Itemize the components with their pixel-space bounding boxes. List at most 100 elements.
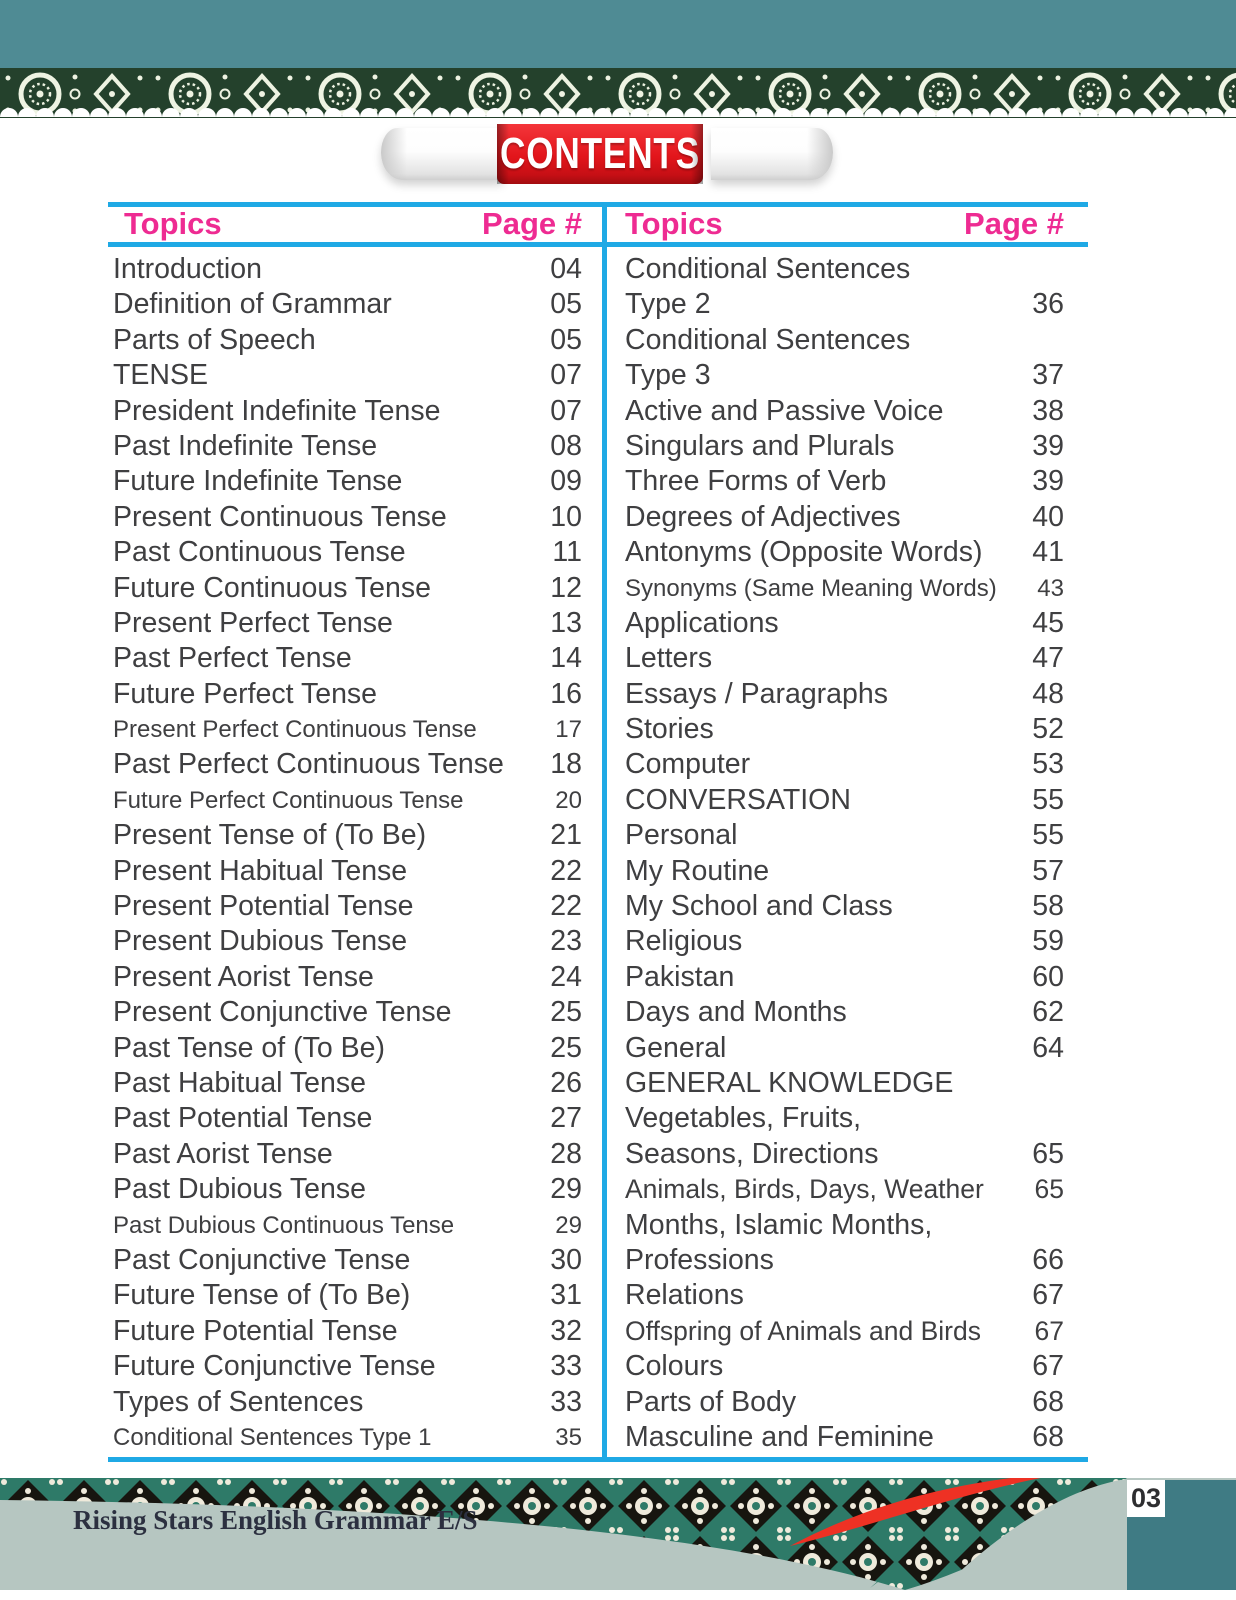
toc-topic: Introduction xyxy=(113,253,262,285)
toc-row: Past Perfect Continuous Tense 18 xyxy=(113,747,582,782)
toc-row: Antonyms (Opposite Words) 41 xyxy=(625,535,1064,570)
toc-topic: Stories xyxy=(625,713,714,746)
toc-page-number: 16 xyxy=(550,677,582,710)
toc-topic: Types of Sentences xyxy=(113,1385,364,1418)
toc-page-number: 33 xyxy=(550,1385,582,1418)
toc-topic: Pakistan xyxy=(625,960,735,993)
toc-row: Future Perfect Tense 16 xyxy=(113,677,582,712)
toc-topic: Present Perfect Tense xyxy=(113,606,393,639)
toc-page-number: 04 xyxy=(550,253,582,285)
toc-page-number: 55 xyxy=(1032,783,1064,816)
toc-row: Relations 67 xyxy=(625,1278,1064,1313)
toc-row: My Routine 57 xyxy=(625,854,1064,889)
toc-row: Applications 45 xyxy=(625,606,1064,641)
toc-row: Professions 66 xyxy=(625,1243,1064,1278)
toc-topic: Animals, Birds, Days, Weather xyxy=(625,1174,984,1205)
toc-row: Degrees of Adjectives 40 xyxy=(625,500,1064,535)
toc-page-number: 29 xyxy=(550,1173,582,1206)
red-swoosh xyxy=(790,1478,1041,1546)
toc-page-number: 62 xyxy=(1032,996,1064,1029)
table-top-rule xyxy=(108,202,1088,207)
toc-topic: Offspring of Animals and Birds xyxy=(625,1315,981,1346)
toc-topic: Conditional Sentences xyxy=(625,253,911,285)
toc-topic: Active and Passive Voice xyxy=(625,394,944,427)
toc-page-number: 47 xyxy=(1032,642,1064,675)
toc-topic: Present Perfect Continuous Tense xyxy=(113,716,477,744)
toc-topic: Present Continuous Tense xyxy=(113,500,447,533)
toc-topic: Present Aorist Tense xyxy=(113,960,374,993)
toc-row: Past Tense of (To Be) 25 xyxy=(113,1031,582,1066)
toc-row: Masculine and Feminine 68 xyxy=(625,1420,1064,1455)
toc-topic: Future Perfect Tense xyxy=(113,677,378,710)
toc-page-number: 45 xyxy=(1032,606,1064,639)
toc-topic: Present Habitual Tense xyxy=(113,854,408,887)
topics-header: Topics xyxy=(124,206,222,241)
toc-topic: Future Indefinite Tense xyxy=(113,465,403,498)
toc-page-number: 17 xyxy=(555,716,582,744)
toc-page-number: 60 xyxy=(1032,960,1064,993)
toc-topic: Applications xyxy=(625,606,779,639)
toc-topic: Essays / Paragraphs xyxy=(625,677,888,710)
toc-page-number: 65 xyxy=(1032,1137,1064,1170)
toc-row: Parts of Speech 05 xyxy=(113,323,582,358)
toc-topic: Present Dubious Tense xyxy=(113,925,408,958)
table-bottom-rule xyxy=(108,1457,1088,1462)
toc-row: Type 3 37 xyxy=(625,358,1064,393)
toc-page-number: 32 xyxy=(550,1314,582,1347)
toc-page-number: 53 xyxy=(1032,748,1064,781)
toc-topic: Religious xyxy=(625,925,743,958)
toc-topic: Singulars and Plurals xyxy=(625,429,895,462)
toc-page-number: 14 xyxy=(550,642,582,675)
toc-page-number: 55 xyxy=(1032,819,1064,852)
toc-topic: Past Potential Tense xyxy=(113,1102,373,1135)
toc-row: Past Aorist Tense 28 xyxy=(113,1137,582,1172)
toc-topic: Relations xyxy=(625,1279,744,1312)
toc-page-number: 11 xyxy=(552,536,582,569)
toc-topic: Computer xyxy=(625,748,751,781)
toc-topic: TENSE xyxy=(113,359,209,392)
toc-page-number: 20 xyxy=(555,786,582,814)
toc-row: Present Conjunctive Tense 25 xyxy=(113,995,582,1030)
toc-page-number: 38 xyxy=(1032,394,1064,427)
toc-header-left: Topics Page # xyxy=(108,206,602,241)
toc-row: Computer 53 xyxy=(625,747,1064,782)
toc-row: TENSE 07 xyxy=(113,358,582,393)
toc-row: My School and Class 58 xyxy=(625,889,1064,924)
toc-row: Present Continuous Tense 10 xyxy=(113,500,582,535)
toc-topic: Future Tense of (To Be) xyxy=(113,1279,411,1312)
toc-page-number: 58 xyxy=(1032,890,1064,923)
ribbon-red-panel: CONTENTS xyxy=(497,124,703,184)
toc-row: Past Dubious Continuous Tense 29 xyxy=(113,1208,582,1243)
toc-page-number: 23 xyxy=(550,925,582,958)
toc-row: Present Perfect Continuous Tense 17 xyxy=(113,712,582,747)
toc-page-number: 67 xyxy=(1032,1350,1064,1383)
toc-page-number: 36 xyxy=(1032,288,1064,321)
toc-topic: Past Perfect Tense xyxy=(113,642,352,675)
toc-row: Past Perfect Tense 14 xyxy=(113,641,582,676)
toc-topic: My School and Class xyxy=(625,890,893,923)
toc-page-number: 67 xyxy=(1032,1279,1064,1312)
toc-row: Essays / Paragraphs 48 xyxy=(625,677,1064,712)
page-header: Page # xyxy=(482,206,582,241)
toc-header-right: Topics Page # xyxy=(607,206,1088,241)
toc-topic: Seasons, Directions xyxy=(625,1137,879,1170)
toc-row: Active and Passive Voice 38 xyxy=(625,394,1064,429)
ribbon-right-curl xyxy=(711,128,833,180)
toc-row: Past Indefinite Tense 08 xyxy=(113,429,582,464)
toc-topic: Future Conjunctive Tense xyxy=(113,1350,436,1383)
toc-page-number: 67 xyxy=(1034,1315,1064,1346)
toc-page-number: 21 xyxy=(550,819,582,852)
toc-topic: Synonyms (Same Meaning Words) xyxy=(625,574,997,602)
toc-topic: Past Conjunctive Tense xyxy=(113,1243,411,1276)
toc-topic: CONVERSATION xyxy=(625,783,851,816)
toc-topic: Personal xyxy=(625,819,738,852)
toc-row: Animals, Birds, Days, Weather 65 xyxy=(625,1172,1064,1207)
toc-row: Personal 55 xyxy=(625,818,1064,853)
header-pattern-banner xyxy=(0,0,1236,118)
toc-row: Religious 59 xyxy=(625,924,1064,959)
toc-page-number: 07 xyxy=(550,394,582,427)
toc-topic: Months, Islamic Months, xyxy=(625,1208,933,1241)
toc-page-number: 13 xyxy=(550,606,582,639)
scalloped-edge xyxy=(0,105,1236,118)
